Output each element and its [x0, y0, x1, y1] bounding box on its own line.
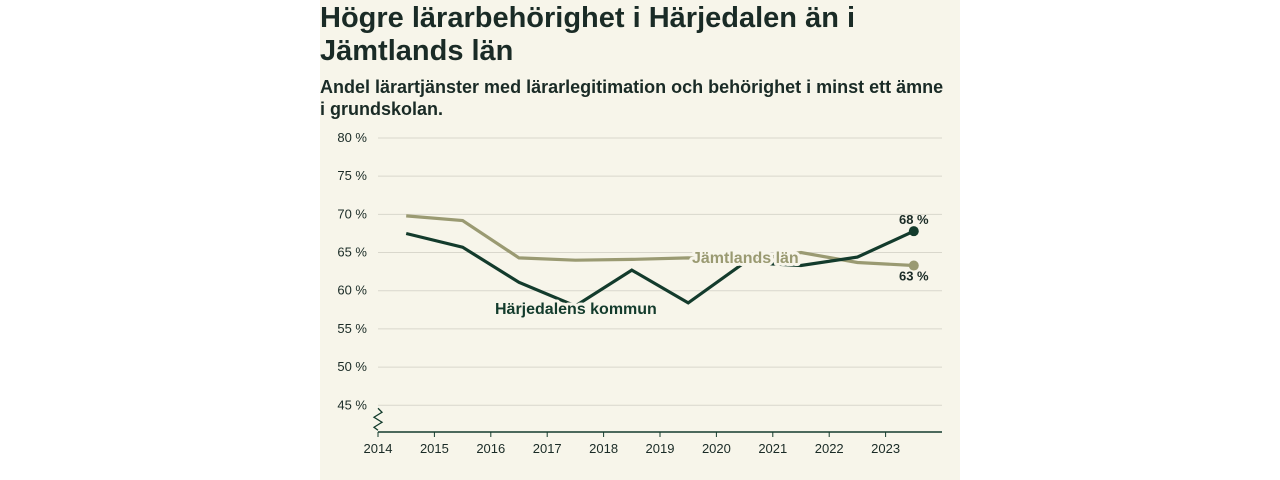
y-tick-label: 80 %	[337, 130, 367, 145]
chart-subtitle: Andel lärartjänster med lärarlegitimatio…	[320, 77, 944, 119]
y-tick-label: 70 %	[337, 206, 367, 221]
y-tick-label: 55 %	[337, 321, 367, 336]
series-line-jamtlands-lan	[406, 214, 914, 268]
x-tick-label: 2015	[420, 441, 449, 456]
x-tick-label: 2020	[702, 441, 731, 456]
line-chart: 80 % 75 % 70 % 65 % 60 % 55 % 50 % 45 % 2014 2015…	[337, 130, 942, 456]
x-tick-label: 2022	[815, 441, 844, 456]
x-tick-label: 2021	[758, 441, 787, 456]
chart-panel: Högre lärarbehörighet i Härjedalen än i …	[320, 0, 960, 480]
x-tick-label: 2023	[871, 441, 900, 456]
chart-title: Högre lärarbehörighet i Härjedalen än i …	[320, 2, 856, 67]
x-tick-label: 2017	[533, 441, 562, 456]
end-value-label-harjedalens-kommun: 68 %	[899, 212, 929, 227]
series-line-harjedalens-kommun	[405, 229, 915, 308]
end-value-label-jamtlands-lan: 63 %	[899, 269, 929, 284]
data-point-harjedalens-kommun	[908, 226, 919, 237]
x-tick-label: 2018	[589, 441, 618, 456]
data-point-jamtlands-lan	[908, 260, 919, 271]
axes: 80 % 75 % 70 % 65 % 60 % 55 % 50 % 45 % 2014 2015…	[337, 130, 942, 456]
y-tick-label: 75 %	[337, 168, 367, 183]
y-tick-label: 45 %	[337, 397, 367, 412]
y-tick-label: 60 %	[337, 283, 367, 298]
y-tick-label: 50 %	[337, 359, 367, 374]
y-tick-label: 65 %	[337, 245, 367, 260]
labels: Jämtlands län 63 % Härjedalens kommun 68 %	[492, 212, 929, 321]
x-tick-label: 2016	[476, 441, 505, 456]
gridlines	[378, 137, 942, 406]
series-label-harjedalens-kommun: Härjedalens kommun	[495, 301, 657, 318]
axis-break-icon	[372, 407, 384, 431]
x-tick-label: 2014	[364, 441, 393, 456]
x-tick-label: 2019	[646, 441, 675, 456]
series-label-jamtlands-lan: Jämtlands län	[692, 250, 799, 267]
series	[405, 214, 919, 308]
